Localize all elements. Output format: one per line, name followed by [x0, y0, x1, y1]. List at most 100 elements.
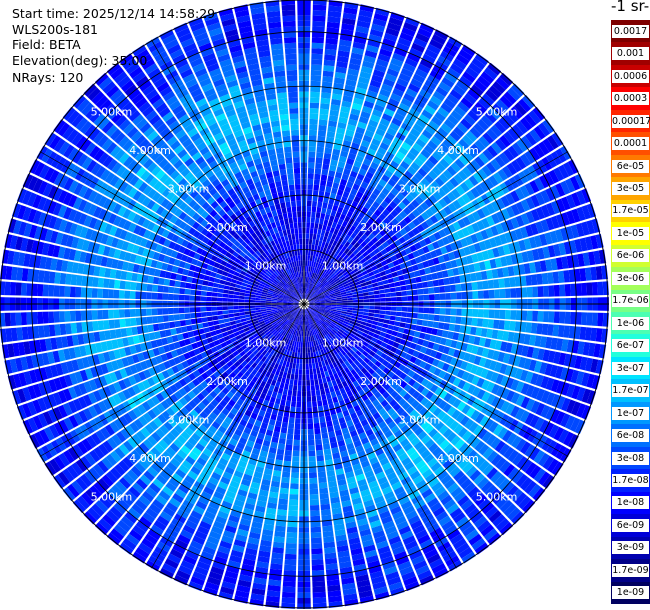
- beta-cell: [205, 581, 220, 591]
- beta-cell: [305, 287, 307, 294]
- beta-cell: [342, 300, 348, 303]
- beta-cell: [477, 119, 489, 131]
- beta-cell: [306, 308, 311, 314]
- beta-cell: [565, 415, 576, 430]
- beta-cell: [322, 236, 328, 243]
- beta-cell: [330, 310, 336, 314]
- beta-cell: [427, 243, 435, 252]
- beta-cell: [255, 466, 264, 474]
- beta-cell: [331, 304, 337, 307]
- beta-cell: [327, 352, 333, 358]
- beta-cell: [307, 296, 312, 301]
- beta-cell: [342, 582, 356, 591]
- beta-cell: [309, 374, 314, 380]
- beta-cell: [206, 576, 221, 586]
- beta-cell: [182, 524, 196, 535]
- beta-cell: [405, 510, 418, 520]
- beta-cell: [283, 411, 290, 418]
- beta-cell: [496, 386, 505, 398]
- beta-cell: [369, 79, 382, 89]
- beta-cell: [306, 287, 308, 294]
- beta-cell: [330, 280, 336, 286]
- beta-cell: [369, 143, 379, 152]
- beta-cell: [323, 197, 329, 204]
- beta-cell: [453, 173, 464, 185]
- beta-cell: [334, 277, 340, 283]
- beta-cell: [466, 433, 477, 445]
- beta-cell: [387, 278, 394, 284]
- beta-cell: [364, 470, 375, 479]
- beta-cell: [312, 190, 319, 196]
- beta-cell: [325, 308, 331, 311]
- beta-cell: [367, 560, 381, 569]
- beta-cell: [586, 282, 593, 296]
- beta-cell: [270, 441, 278, 449]
- beta-cell: [470, 364, 479, 375]
- beta-cell: [273, 356, 278, 363]
- beta-cell: [312, 323, 316, 330]
- beta-cell: [345, 287, 351, 292]
- beta-cell: [374, 151, 384, 161]
- beta-cell: [296, 396, 302, 402]
- beta-cell: [309, 108, 319, 114]
- beta-cell: [432, 279, 439, 287]
- beta-cell: [307, 173, 314, 180]
- beta-cell: [513, 265, 520, 276]
- beta-cell: [323, 152, 332, 160]
- beta-cell: [342, 12, 357, 20]
- beta-cell: [499, 522, 514, 536]
- beta-cell: [480, 368, 489, 379]
- beta-cell: [295, 319, 299, 325]
- beta-cell: [427, 457, 438, 468]
- beta-cell: [315, 340, 319, 346]
- beta-cell: [364, 277, 371, 282]
- beta-cell: [404, 137, 415, 147]
- beta-cell: [560, 180, 571, 195]
- beta-cell: [443, 392, 453, 403]
- beta-cell: [428, 194, 438, 205]
- beta-cell: [315, 389, 321, 396]
- beta-cell: [312, 293, 317, 298]
- beta-cell: [309, 341, 312, 348]
- beta-cell: [344, 203, 351, 211]
- beta-cell: [355, 155, 364, 163]
- beta-cell: [233, 312, 240, 317]
- beta-cell: [206, 505, 218, 515]
- beta-cell: [498, 278, 505, 288]
- beta-cell: [345, 521, 357, 529]
- beta-cell: [306, 308, 309, 314]
- beta-cell: [542, 119, 555, 134]
- beta-cell: [310, 290, 314, 296]
- beta-cell: [430, 417, 441, 428]
- beta-cell: [471, 375, 480, 386]
- beta-cell: [439, 337, 447, 346]
- beta-cell: [318, 310, 325, 314]
- beta-cell: [236, 528, 249, 537]
- beta-cell: [332, 349, 338, 355]
- beta-cell: [308, 249, 311, 256]
- beta-cell: [278, 438, 286, 445]
- beta-cell: [358, 299, 364, 303]
- beta-cell: [294, 341, 297, 347]
- beta-cell: [412, 227, 420, 236]
- beta-cell: [509, 230, 518, 242]
- beta-cell: [308, 266, 311, 272]
- beta-cell: [180, 560, 195, 571]
- beta-cell: [467, 507, 481, 520]
- beta-cell: [426, 414, 437, 424]
- beta-cell: [288, 384, 293, 391]
- beta-cell: [307, 195, 313, 201]
- beta-cell: [510, 190, 520, 203]
- beta-cell: [414, 344, 422, 352]
- beta-cell: [221, 452, 231, 461]
- beta-cell: [306, 314, 309, 320]
- beta-cell: [337, 218, 344, 226]
- beta-cell: [350, 547, 363, 556]
- beta-cell: [331, 301, 337, 304]
- beta-cell: [409, 244, 417, 252]
- beta-cell: [290, 477, 299, 484]
- beta-cell: [305, 314, 307, 321]
- beta-cell: [250, 593, 265, 601]
- beta-cell: [449, 284, 456, 292]
- beta-cell: [407, 180, 416, 189]
